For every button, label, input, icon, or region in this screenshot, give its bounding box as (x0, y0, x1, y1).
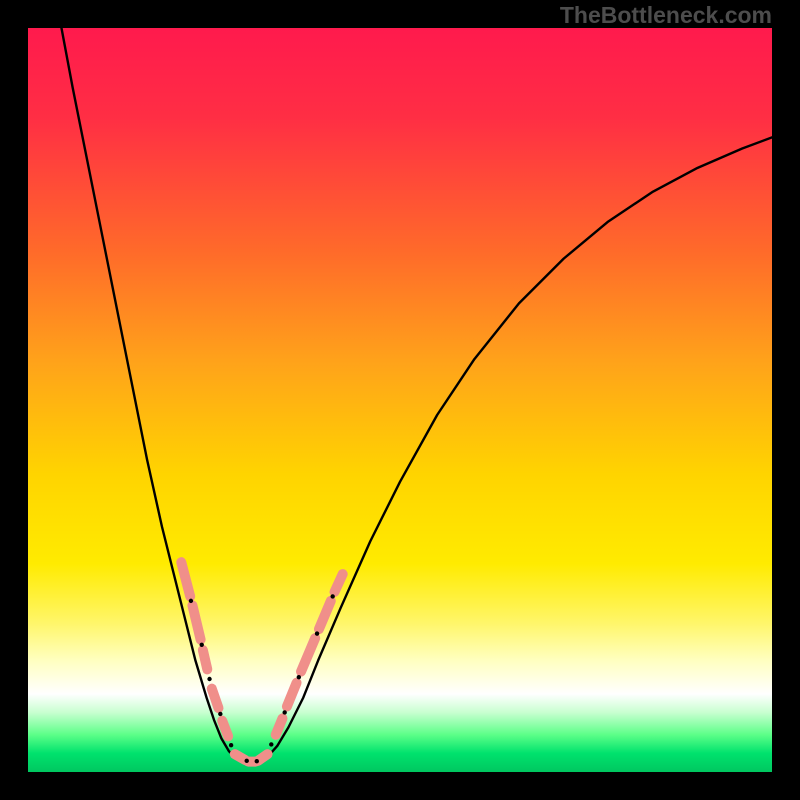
marker-segment (235, 754, 245, 760)
gradient-background (28, 28, 772, 772)
marker-dot (245, 759, 249, 763)
marker-dot (207, 677, 211, 681)
marker-dot (229, 743, 233, 747)
marker-segment (258, 754, 268, 761)
marker-dot (218, 712, 222, 716)
marker-dot (200, 643, 204, 647)
marker-dot (189, 599, 193, 603)
marker-segment (203, 650, 207, 669)
watermark-text: TheBottleneck.com (560, 2, 772, 29)
marker-segment (212, 689, 219, 708)
plot-svg (28, 28, 772, 772)
marker-dot (330, 594, 334, 598)
marker-dot (315, 631, 319, 635)
marker-dot (269, 742, 273, 746)
marker-dot (297, 675, 301, 679)
marker-segment (276, 718, 283, 734)
chart-frame: TheBottleneck.com (0, 0, 800, 800)
marker-segment (222, 721, 228, 737)
marker-dot (255, 759, 259, 763)
marker-dot (282, 710, 286, 714)
plot-area (28, 28, 772, 772)
